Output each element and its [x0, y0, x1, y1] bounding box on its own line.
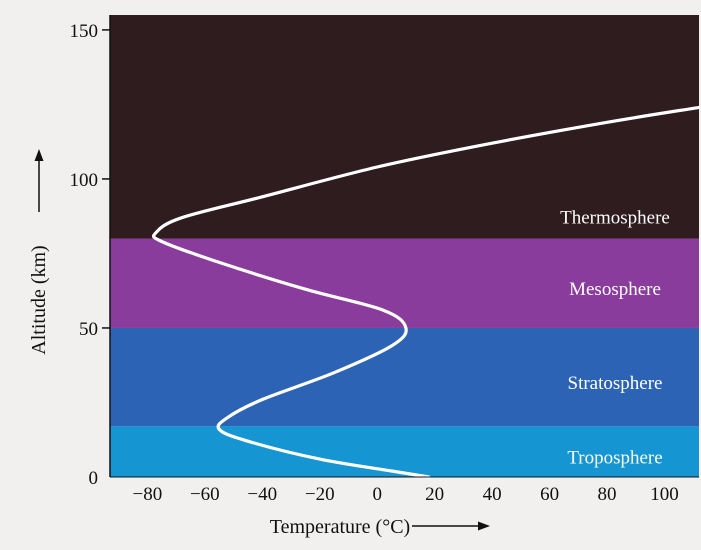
x-tick-label: −20	[305, 484, 335, 505]
y-tick-label: 150	[70, 21, 99, 42]
axes	[109, 15, 699, 478]
y-axis-arrow	[34, 149, 44, 212]
y-tick-label: 100	[70, 170, 99, 191]
layer-band-stratosphere	[110, 327, 699, 427]
layer-label-troposphere: Troposphere	[567, 448, 662, 469]
x-axis-arrow	[412, 521, 490, 531]
layer-label-thermosphere: Thermosphere	[560, 208, 670, 229]
x-tick-label: 60	[540, 484, 559, 505]
x-tick-label: −60	[190, 484, 220, 505]
x-axis-label: Temperature (°C)	[270, 516, 410, 538]
layer-label-mesosphere: Mesosphere	[569, 279, 661, 300]
x-tick-label: 20	[425, 484, 444, 505]
layer-label-stratosphere: Stratosphere	[568, 373, 663, 394]
x-tick-label: 40	[483, 484, 502, 505]
y-tick-label: 0	[89, 468, 99, 489]
y-axis-ticks: 0 50 100 150	[70, 21, 110, 489]
y-tick-label: 50	[79, 319, 98, 340]
x-tick-label: −40	[247, 484, 277, 505]
layer-labels: Troposphere Stratosphere Mesosphere Thermos…	[560, 208, 670, 469]
y-axis-label: Altitude (km)	[28, 245, 50, 354]
x-tick-label: 80	[598, 484, 617, 505]
temperature-curve-group	[151, 105, 701, 479]
x-tick-label: 0	[372, 484, 382, 505]
x-tick-label: 100	[650, 484, 679, 505]
layer-band-troposphere	[110, 426, 699, 477]
layer-band-mesosphere	[110, 238, 699, 328]
layer-band-thermosphere	[110, 15, 699, 239]
temperature-curve	[151, 105, 701, 479]
x-tick-label: −80	[132, 484, 162, 505]
x-axis-ticks: −80 −60 −40 −20 0 20 40 60 80 100	[132, 484, 678, 505]
atmosphere-layers	[110, 15, 699, 477]
